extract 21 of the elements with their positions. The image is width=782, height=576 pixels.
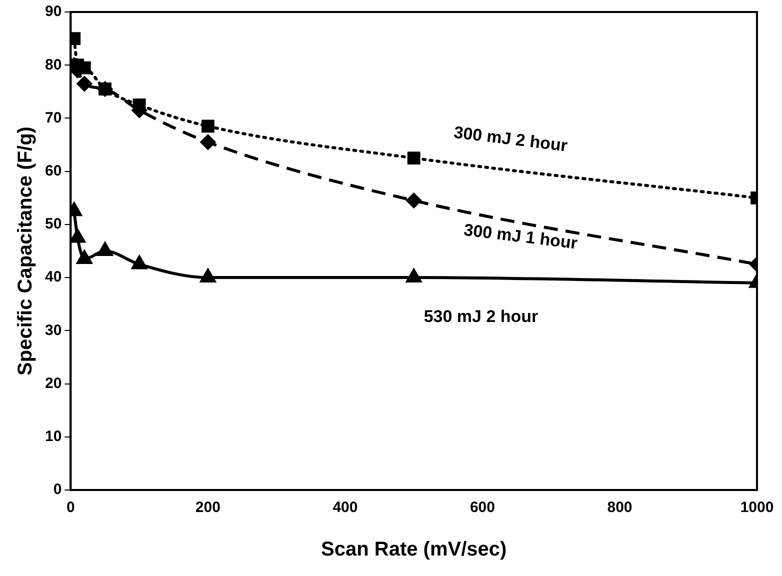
text: 300 mJ 1 hour	[462, 220, 579, 253]
x-tick-label: 800	[607, 499, 632, 516]
text: 300 mJ 2 hour	[452, 122, 569, 156]
y-tick-label: 0	[53, 481, 62, 498]
x-tick-label: 1000	[740, 499, 774, 516]
y-tick-label: 10	[44, 428, 62, 446]
series-label: 530 mJ 2 hour	[424, 307, 539, 326]
y-tick-label: 30	[44, 322, 62, 339]
y-tick-label: 90	[44, 3, 62, 20]
x-tick-label: 400	[332, 499, 358, 516]
y-tick-label: 60	[44, 162, 62, 180]
y-tick-label: 40	[44, 268, 62, 286]
y-tick-label: 20	[44, 374, 62, 392]
y-tick-label: 70	[44, 109, 62, 126]
x-tick-label: 0	[66, 499, 75, 516]
y-tick-label: 80	[44, 56, 62, 74]
y-axis-title: Specific Capacitance (F/g)	[14, 126, 37, 376]
y-tick-label: 50	[44, 216, 62, 233]
x-tick-label: 200	[195, 499, 220, 516]
x-axis-title: Scan Rate (mV/sec)	[321, 538, 507, 561]
x-tick-label: 600	[470, 499, 495, 516]
